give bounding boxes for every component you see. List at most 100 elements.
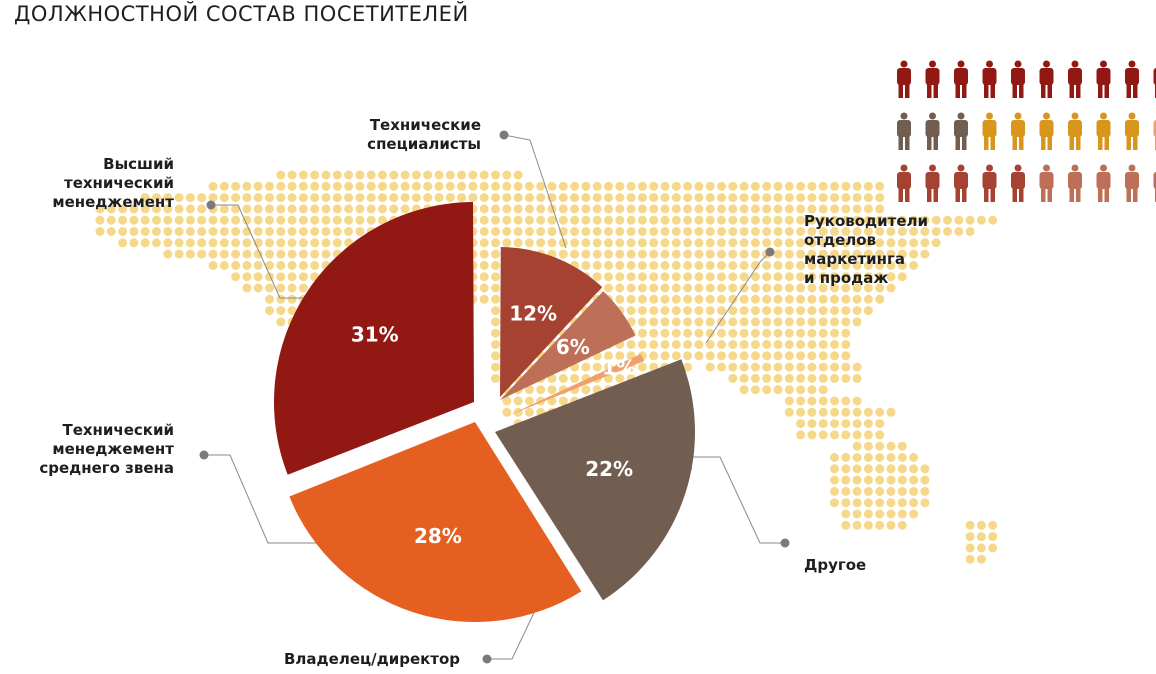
map-dot (637, 294, 647, 304)
map-dot (841, 407, 851, 417)
map-dot (491, 193, 500, 203)
map-dot (818, 193, 828, 203)
map-dot (976, 520, 986, 530)
map-dot (739, 385, 749, 395)
map-dot (875, 486, 885, 496)
map-dot (796, 351, 806, 361)
map-dot (705, 306, 715, 316)
map-dot (728, 283, 738, 293)
map-dot (231, 204, 241, 214)
map-dot (705, 351, 715, 361)
map-dot (219, 193, 229, 203)
map-dot (694, 306, 704, 316)
map-dot (479, 193, 489, 203)
map-dot (943, 227, 952, 236)
map-dot (750, 227, 760, 236)
map-dot (886, 486, 896, 496)
map-dot (219, 227, 229, 236)
map-dot (784, 317, 794, 327)
map-dot (683, 294, 693, 304)
map-dot (943, 215, 952, 225)
map-dot (468, 181, 478, 191)
map-dot (276, 181, 286, 191)
map-dot (581, 249, 591, 259)
map-dot (773, 272, 783, 282)
map-dot (344, 227, 354, 236)
map-dot (615, 193, 625, 203)
map-dot (310, 204, 320, 214)
map-dot (841, 238, 851, 248)
map-dot (796, 294, 806, 304)
map-dot (863, 249, 873, 259)
map-dot (310, 238, 320, 248)
map-dot (626, 294, 636, 304)
map-dot (344, 170, 354, 180)
map-dot (694, 294, 704, 304)
map-dot (671, 204, 681, 214)
map-dot (841, 215, 851, 225)
map-dot (728, 204, 738, 214)
map-dot (298, 181, 308, 191)
map-dot (863, 441, 873, 451)
map-dot (909, 260, 919, 270)
map-dot (830, 396, 839, 406)
map-dot (524, 407, 534, 417)
map-dot (863, 419, 873, 429)
map-dot (174, 215, 184, 225)
map-dot (536, 204, 546, 214)
person-icon (925, 112, 940, 150)
map-dot (909, 215, 919, 225)
map-dot (140, 238, 150, 248)
map-dot (830, 486, 839, 496)
map-dot (321, 193, 331, 203)
map-dot (875, 509, 885, 519)
map-dot (717, 317, 726, 327)
map-dot (649, 204, 659, 214)
map-dot (784, 181, 794, 191)
map-dot (762, 215, 772, 225)
map-dot (807, 306, 817, 316)
map-dot (773, 249, 783, 259)
map-dot (355, 227, 365, 236)
map-dot (626, 249, 636, 259)
map-dot (717, 249, 726, 259)
map-dot (807, 215, 817, 225)
map-dot (95, 227, 105, 236)
map-dot (784, 283, 794, 293)
map-dot (276, 272, 286, 282)
map-dot (988, 520, 998, 530)
map-dot (773, 306, 783, 316)
map-dot (276, 317, 286, 327)
map-dot (886, 407, 896, 417)
map-dot (683, 272, 693, 282)
map-dot (683, 306, 693, 316)
map-dot (773, 351, 783, 361)
map-dot (717, 181, 726, 191)
map-dot (796, 362, 806, 372)
map-dot (728, 328, 738, 338)
map-dot (818, 396, 828, 406)
map-dot (750, 204, 760, 214)
map-dot (830, 351, 839, 361)
map-dot (287, 227, 297, 236)
person-icon (982, 60, 997, 98)
map-dot (231, 272, 241, 282)
map-dot (570, 249, 580, 259)
map-dot (637, 215, 647, 225)
map-dot (830, 430, 839, 440)
map-dot (784, 204, 794, 214)
map-dot (954, 227, 964, 236)
map-dot (830, 204, 839, 214)
map-dot (649, 193, 659, 203)
map-dot (886, 475, 896, 485)
map-dot (366, 181, 376, 191)
pie-slice (500, 247, 603, 397)
map-dot (694, 351, 704, 361)
map-dot (457, 181, 467, 191)
map-dot (174, 204, 184, 214)
map-dot (400, 193, 410, 203)
map-dot (389, 193, 399, 203)
map-dot (796, 272, 806, 282)
map-dot (287, 204, 297, 214)
map-dot (717, 272, 726, 282)
